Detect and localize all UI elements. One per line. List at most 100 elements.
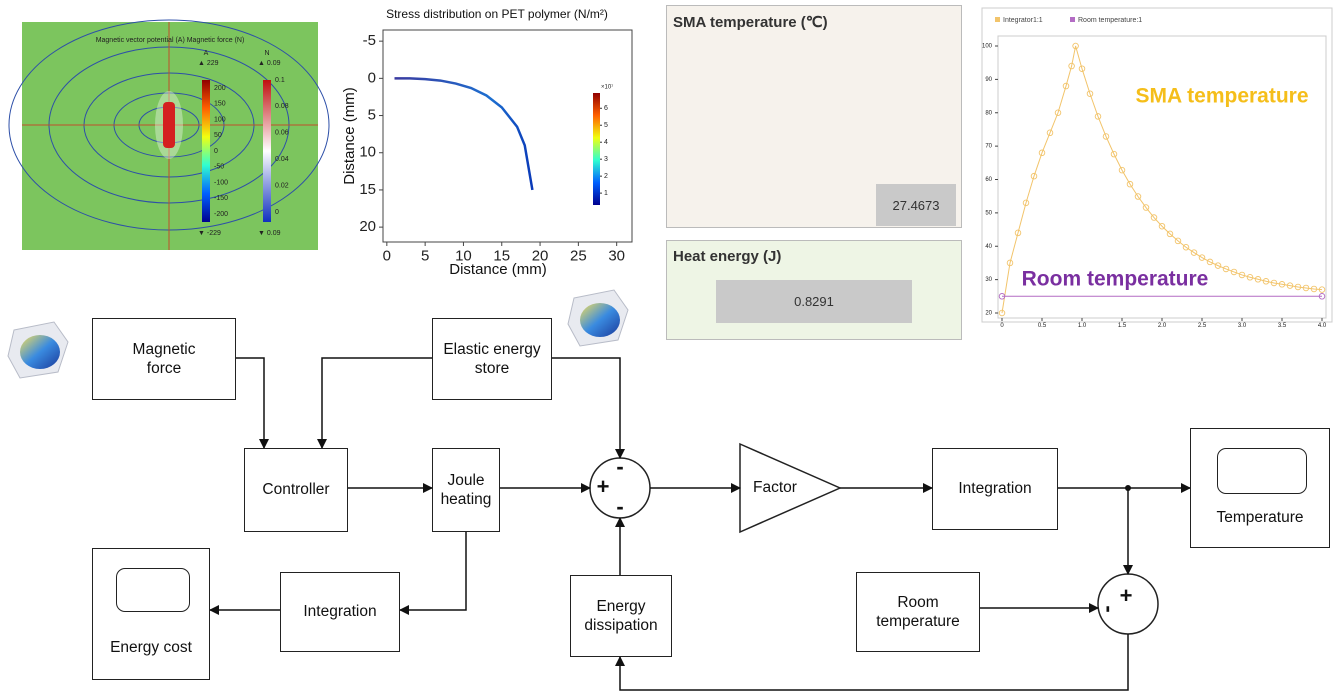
data-point [1190,249,1198,256]
data-line [1001,45,1323,314]
data-point [1246,274,1254,281]
colorbar-tick-label: 4 [604,139,608,146]
data-point [1318,286,1326,293]
data-point [1262,278,1270,285]
data-point [1158,222,1166,230]
data-point [998,309,1006,317]
y-tick-label: 90 [985,77,992,83]
block: Energy dissipation [570,575,672,657]
y-tick-label: 70 [985,144,992,150]
chart-box [981,7,1333,323]
y-tick-label: 15 [359,181,376,198]
colorbar-tick-label: -200 [214,211,228,218]
data-point [1222,265,1230,273]
block-label: Controller [262,481,330,499]
panel-title: SMA temperature (℃) [673,14,828,31]
data-point [1198,254,1206,261]
annotation: SMA temperature [1135,85,1308,108]
data-point [1318,293,1326,300]
data-point [1068,62,1075,70]
data-point [1150,214,1158,221]
data-point [998,293,1006,300]
image-title: Magnetic vector potential (A) Magnetic f… [96,37,245,44]
colorbar-tick-label: 100 [214,116,226,123]
block-label: Integration [958,480,1032,498]
data-point [1294,283,1302,291]
y-tick-label: 0 [368,69,376,86]
block: Elastic energy store [432,318,552,400]
x-tick-label: 2.0 [1158,323,1167,329]
y-tick-label: 30 [985,277,992,283]
x-tick-label: 4.0 [1318,323,1327,329]
heat-value-display: 0.8291 [716,280,912,323]
colorbar-tick-label: 0.02 [275,182,289,189]
data-point [1046,129,1054,137]
connection [317,357,432,449]
x-tick-label: 0.5 [1038,323,1047,329]
gauge-value-display: 27.4673 [876,184,956,226]
legend-swatch [995,17,1000,22]
scope-label: Temperature [1216,508,1304,526]
colorbar-tick-label: 0.04 [275,156,289,163]
x-tick-label: 25 [570,247,587,264]
scope-screen [116,568,190,612]
block: Magnetic force [92,318,236,400]
colorbar-exponent: ×10⁷ [601,84,613,91]
data-point [1110,150,1118,158]
app-icon [567,289,629,347]
x-tick-label: 1.0 [1078,323,1087,329]
x-tick-label: 15 [493,247,510,264]
colorbar-tick-label: 0.06 [275,130,289,137]
colorbar-tick-label: 5 [604,122,608,129]
colorbar-tick-label: 0 [275,209,279,216]
colorbar-max: ▲ 0.09 [258,60,281,67]
block-label: Energy dissipation [584,597,658,634]
plot-frame [382,29,633,243]
block-label: Room temperature [876,593,960,630]
sum-sign: - [1097,605,1122,612]
x-axis-label: Distance (mm) [449,261,547,278]
colorbar-tick-label: 2 [604,173,608,180]
sum-sign: + [597,474,610,499]
colorbar [593,93,600,205]
block-label: Integration [303,603,377,621]
block-label: Elastic energy store [443,340,541,377]
data-line [394,77,534,191]
data-point [1078,65,1086,72]
colorbar-tick-label: 3 [604,156,608,163]
connection [615,634,1129,691]
block: Controller [244,448,348,532]
colorbar-tick-label: 200 [214,85,226,92]
x-tick-label: 2.5 [1198,323,1207,329]
data-point [1278,281,1286,288]
y-tick-label: 20 [359,218,376,235]
y-tick-label: 80 [985,110,992,116]
data-point [1174,237,1182,245]
annotation: Room temperature [1022,268,1209,291]
y-tick-label: 10 [359,144,376,161]
colorbar-tick-label: -100 [214,179,228,186]
data-point [1086,90,1094,97]
colorbar-unit: N [264,50,269,57]
data-point [1254,276,1262,283]
connection [236,357,269,449]
y-tick-label: 40 [985,244,992,250]
x-tick-label: 0 [1000,323,1004,329]
y-tick-label: 50 [985,210,992,216]
data-point [1038,149,1046,157]
block: Joule heating [432,448,500,532]
panel-title: Heat energy (J) [673,248,782,265]
block: Integration [280,572,400,652]
colorbar-min: ▼ 0.09 [258,230,281,237]
data-point [1118,166,1126,174]
block: Integration [932,448,1058,530]
colorbar-tick-label: 6 [604,105,608,112]
colorbar-tick-label: 50 [214,132,222,139]
data-point [1238,271,1246,279]
connection [552,357,625,459]
data-point [1166,230,1174,238]
colorbar-tick-label: 150 [214,101,226,108]
data-point [1014,229,1022,237]
